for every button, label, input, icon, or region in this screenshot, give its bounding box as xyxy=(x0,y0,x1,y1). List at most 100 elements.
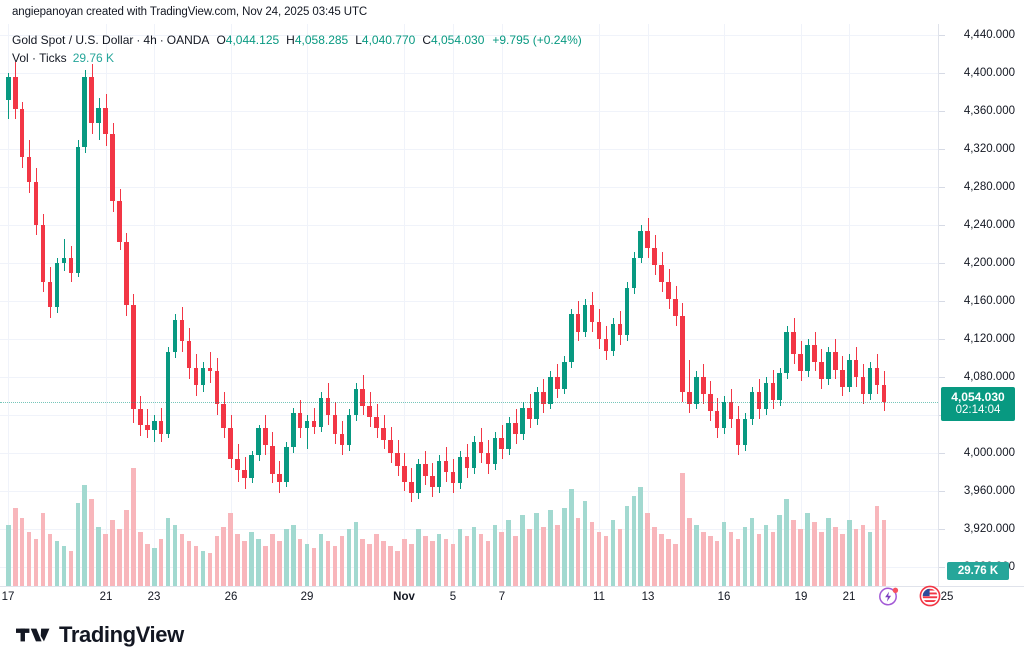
candle-body xyxy=(436,460,442,488)
candle-body xyxy=(374,417,379,429)
tradingview-wordmark: TradingView xyxy=(59,622,184,647)
volume-bar xyxy=(756,534,762,586)
volume-bar xyxy=(568,489,574,586)
candle-body xyxy=(450,472,456,484)
price-axis-tick xyxy=(939,263,945,264)
volume-bar xyxy=(853,529,859,586)
price-axis-tick xyxy=(939,73,945,74)
candle-body xyxy=(513,422,518,435)
volume-bar xyxy=(110,519,115,586)
chart-plot-area[interactable] xyxy=(0,24,938,586)
volume-bar xyxy=(12,508,18,586)
candle-body xyxy=(381,428,386,440)
price-axis-label: 4,280.000 xyxy=(963,181,1015,193)
grid-line-horizontal xyxy=(0,529,938,530)
candle-body xyxy=(673,299,678,317)
time-axis[interactable]: 17 21 23 26 29 Nov 5 7 11 13 16 19 21 25 xyxy=(0,586,1024,611)
price-axis-tick xyxy=(939,377,945,378)
candle-body xyxy=(228,428,233,459)
volume-bar xyxy=(687,517,692,586)
volume-bar xyxy=(54,541,60,586)
volume-bar xyxy=(277,541,282,586)
candle-body xyxy=(659,265,664,283)
volume-bar xyxy=(798,529,803,586)
volume-bar xyxy=(846,519,852,586)
grid-line-horizontal xyxy=(0,415,938,416)
us-flag-icon[interactable] xyxy=(918,584,942,608)
candle-body xyxy=(443,460,449,473)
candle-body xyxy=(82,77,88,148)
candle-body xyxy=(325,398,331,416)
candle-body xyxy=(284,447,289,482)
candle-body xyxy=(290,413,296,448)
lightning-bolt-icon[interactable] xyxy=(877,584,901,608)
volume-bar xyxy=(124,510,129,586)
volume-bar xyxy=(728,531,734,586)
candle-body xyxy=(221,403,227,429)
volume-bar xyxy=(617,529,623,586)
volume-bar xyxy=(840,534,845,586)
volume-bar xyxy=(443,538,449,586)
price-axis[interactable]: 4,054.030 02:14:04 29.76 K 4,440.000 4,40… xyxy=(938,24,1024,586)
grid-line-horizontal xyxy=(0,339,938,340)
current-price-badge[interactable]: 4,054.030 02:14:04 xyxy=(941,387,1015,421)
candle-body xyxy=(784,331,789,374)
candle-body xyxy=(527,407,532,419)
volume-bar xyxy=(582,501,588,586)
volume-bar xyxy=(492,524,498,586)
candle-body xyxy=(429,475,435,488)
grid-line-vertical xyxy=(599,24,600,586)
volume-bar xyxy=(381,541,386,586)
volume-bar xyxy=(6,524,11,586)
volume-bar xyxy=(235,534,240,586)
volume-bar xyxy=(527,529,532,586)
price-axis-label: 4,200.000 xyxy=(963,257,1015,269)
candle-body xyxy=(652,248,657,266)
volume-bar xyxy=(429,541,435,586)
grid-line-horizontal xyxy=(0,35,938,36)
volume-bar xyxy=(436,534,442,586)
candle-body xyxy=(103,107,108,135)
candle-body xyxy=(423,464,428,476)
grid-line-vertical xyxy=(453,24,454,586)
price-axis-tick xyxy=(939,491,945,492)
candle-body xyxy=(617,323,623,336)
price-axis-label: 4,400.000 xyxy=(963,67,1015,79)
grid-line-horizontal xyxy=(0,263,938,264)
candle-body xyxy=(200,367,206,385)
volume-bar xyxy=(325,541,331,586)
candle-body xyxy=(735,418,741,446)
candle-body xyxy=(332,415,338,435)
candle-body xyxy=(145,424,150,431)
candle-body xyxy=(186,341,192,368)
volume-bar xyxy=(562,508,567,586)
candle-body xyxy=(242,470,247,478)
candle-body xyxy=(277,473,282,482)
candle-body xyxy=(840,369,845,387)
volume-bar xyxy=(423,536,428,586)
candle-body xyxy=(499,437,505,450)
volume-bar xyxy=(367,543,372,586)
price-axis-tick xyxy=(939,301,945,302)
grid-line-horizontal xyxy=(0,491,938,492)
price-axis-tick xyxy=(939,453,945,454)
volume-badge[interactable]: 29.76 K xyxy=(947,562,1009,580)
volume-bar xyxy=(402,538,407,586)
candle-body xyxy=(687,392,692,404)
candle-body xyxy=(214,371,220,404)
candle-body xyxy=(409,481,414,493)
volume-bar xyxy=(103,534,108,586)
price-axis-tick xyxy=(939,225,945,226)
candle-body xyxy=(867,367,873,395)
volume-bar xyxy=(457,529,463,586)
time-axis-label: 21 xyxy=(99,591,113,603)
volume-bar xyxy=(151,548,157,586)
price-axis-label: 3,960.000 xyxy=(963,485,1015,497)
bar-countdown-timer: 02:14:04 xyxy=(955,404,1001,416)
tradingview-logo[interactable]: TradingView xyxy=(16,622,184,648)
grid-line-horizontal xyxy=(0,377,938,378)
volume-bar xyxy=(575,517,581,586)
price-axis-label: 4,000.000 xyxy=(963,447,1015,459)
candle-body xyxy=(346,415,352,446)
price-axis-tick xyxy=(939,529,945,530)
